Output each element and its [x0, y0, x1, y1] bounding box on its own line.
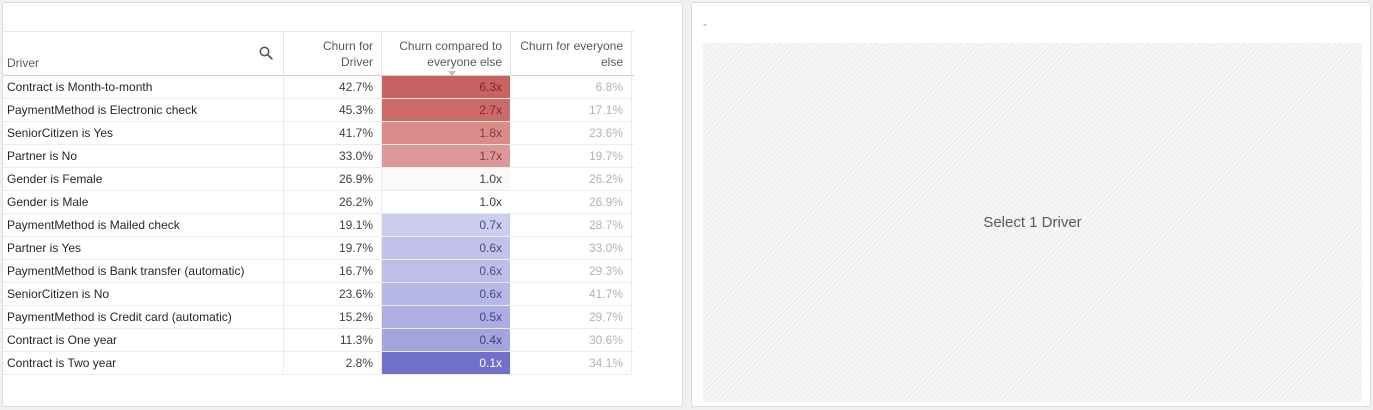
table-row[interactable]: PaymentMethod is Electronic check 45.3% 2.…: [3, 99, 634, 122]
driver-cell[interactable]: Partner is Yes: [3, 237, 284, 259]
driver-cell[interactable]: PaymentMethod is Mailed check: [3, 214, 284, 236]
detail-title: -: [703, 17, 707, 31]
churn-everyone-else-cell: 23.6%: [511, 122, 632, 144]
churn-ratio-cell: 6.3x: [382, 76, 511, 98]
driver-cell[interactable]: Gender is Male: [3, 191, 284, 213]
table-row[interactable]: Partner is Yes 19.7% 0.6x 33.0%: [3, 237, 634, 260]
header-churn-line1: Churn for: [322, 39, 373, 53]
driver-detail-panel: - Select 1 Driver: [691, 2, 1371, 407]
header-ratio-line1: Churn compared to: [399, 39, 502, 53]
table-row[interactable]: Partner is No 33.0% 1.7x 19.7%: [3, 145, 634, 168]
table-row[interactable]: Contract is Two year 2.8% 0.1x 34.1%: [3, 352, 634, 375]
table-row[interactable]: Gender is Male 26.2% 1.0x 26.9%: [3, 191, 634, 214]
search-icon[interactable]: [259, 46, 273, 60]
header-driver-label: Driver: [7, 56, 39, 70]
table-header: Driver Churn for Driver Churn compared t…: [3, 32, 634, 76]
churn-everyone-else-cell: 34.1%: [511, 352, 632, 374]
churn-for-driver-cell: 15.2%: [284, 306, 382, 328]
churn-everyone-else-cell: 26.2%: [511, 168, 632, 190]
table-row[interactable]: SeniorCitizen is Yes 41.7% 1.8x 23.6%: [3, 122, 634, 145]
driver-cell[interactable]: Contract is Two year: [3, 352, 284, 374]
table-body: Contract is Month-to-month 42.7% 6.3x 6.8% P…: [3, 76, 634, 375]
churn-for-driver-cell: 19.7%: [284, 237, 382, 259]
churn-ratio-cell: 2.7x: [382, 99, 511, 121]
table-row[interactable]: PaymentMethod is Credit card (automatic)…: [3, 306, 634, 329]
churn-for-driver-cell: 26.2%: [284, 191, 382, 213]
churn-everyone-else-cell: 29.3%: [511, 260, 632, 282]
driver-cell[interactable]: SeniorCitizen is No: [3, 283, 284, 305]
table-row[interactable]: PaymentMethod is Mailed check 19.1% 0.7x 28…: [3, 214, 634, 237]
driver-cell[interactable]: PaymentMethod is Electronic check: [3, 99, 284, 121]
churn-for-driver-cell: 42.7%: [284, 76, 382, 98]
driver-cell[interactable]: PaymentMethod is Credit card (automatic): [3, 306, 284, 328]
header-driver[interactable]: Driver: [3, 32, 284, 76]
placeholder-text: Select 1 Driver: [983, 214, 1082, 231]
churn-ratio-cell: 1.7x: [382, 145, 511, 167]
churn-ratio-cell: 0.7x: [382, 214, 511, 236]
churn-everyone-else-cell: 19.7%: [511, 145, 632, 167]
churn-for-driver-cell: 45.3%: [284, 99, 382, 121]
churn-ratio-cell: 1.0x: [382, 168, 511, 190]
detail-placeholder: Select 1 Driver: [703, 43, 1362, 402]
driver-cell[interactable]: Gender is Female: [3, 168, 284, 190]
sort-descending-icon: [448, 71, 456, 76]
churn-for-driver-cell: 11.3%: [284, 329, 382, 351]
churn-for-driver-cell: 26.9%: [284, 168, 382, 190]
header-churn-line2: Driver: [341, 55, 373, 69]
driver-cell[interactable]: Contract is Month-to-month: [3, 76, 284, 98]
header-ratio-line2: everyone else: [427, 55, 502, 69]
churn-ratio-cell: 0.6x: [382, 260, 511, 282]
churn-ratio-cell: 0.6x: [382, 283, 511, 305]
churn-ratio-cell: 1.8x: [382, 122, 511, 144]
churn-everyone-else-cell: 29.7%: [511, 306, 632, 328]
driver-cell[interactable]: PaymentMethod is Bank transfer (automati…: [3, 260, 284, 282]
churn-everyone-else-cell: 6.8%: [511, 76, 632, 98]
driver-table-panel: Driver Churn for Driver Churn compared t…: [2, 2, 683, 407]
churn-ratio-cell: 0.6x: [382, 237, 511, 259]
churn-for-driver-cell: 19.1%: [284, 214, 382, 236]
churn-for-driver-cell: 23.6%: [284, 283, 382, 305]
churn-for-driver-cell: 2.8%: [284, 352, 382, 374]
header-churn-for-driver[interactable]: Churn for Driver: [284, 32, 382, 76]
header-churn-everyone-else[interactable]: Churn for everyone else: [511, 32, 632, 76]
churn-ratio-cell: 1.0x: [382, 191, 511, 213]
driver-cell[interactable]: SeniorCitizen is Yes: [3, 122, 284, 144]
churn-for-driver-cell: 41.7%: [284, 122, 382, 144]
driver-table: Driver Churn for Driver Churn compared t…: [3, 31, 634, 375]
churn-ratio-cell: 0.5x: [382, 306, 511, 328]
churn-for-driver-cell: 33.0%: [284, 145, 382, 167]
table-row[interactable]: SeniorCitizen is No 23.6% 0.6x 41.7%: [3, 283, 634, 306]
driver-cell[interactable]: Partner is No: [3, 145, 284, 167]
churn-everyone-else-cell: 26.9%: [511, 191, 632, 213]
churn-everyone-else-cell: 33.0%: [511, 237, 632, 259]
churn-for-driver-cell: 16.7%: [284, 260, 382, 282]
header-else-line2: else: [600, 55, 623, 69]
table-row[interactable]: Gender is Female 26.9% 1.0x 26.2%: [3, 168, 634, 191]
header-else-line1: Churn for everyone: [520, 39, 623, 53]
churn-ratio-cell: 0.4x: [382, 329, 511, 351]
churn-ratio-cell: 0.1x: [382, 352, 511, 374]
driver-cell[interactable]: Contract is One year: [3, 329, 284, 351]
churn-everyone-else-cell: 30.6%: [511, 329, 632, 351]
table-row[interactable]: Contract is Month-to-month 42.7% 6.3x 6.8%: [3, 76, 634, 99]
header-churn-compared[interactable]: Churn compared to everyone else: [382, 32, 511, 76]
churn-everyone-else-cell: 28.7%: [511, 214, 632, 236]
churn-everyone-else-cell: 17.1%: [511, 99, 632, 121]
table-row[interactable]: PaymentMethod is Bank transfer (automati…: [3, 260, 634, 283]
churn-everyone-else-cell: 41.7%: [511, 283, 632, 305]
table-row[interactable]: Contract is One year 11.3% 0.4x 30.6%: [3, 329, 634, 352]
